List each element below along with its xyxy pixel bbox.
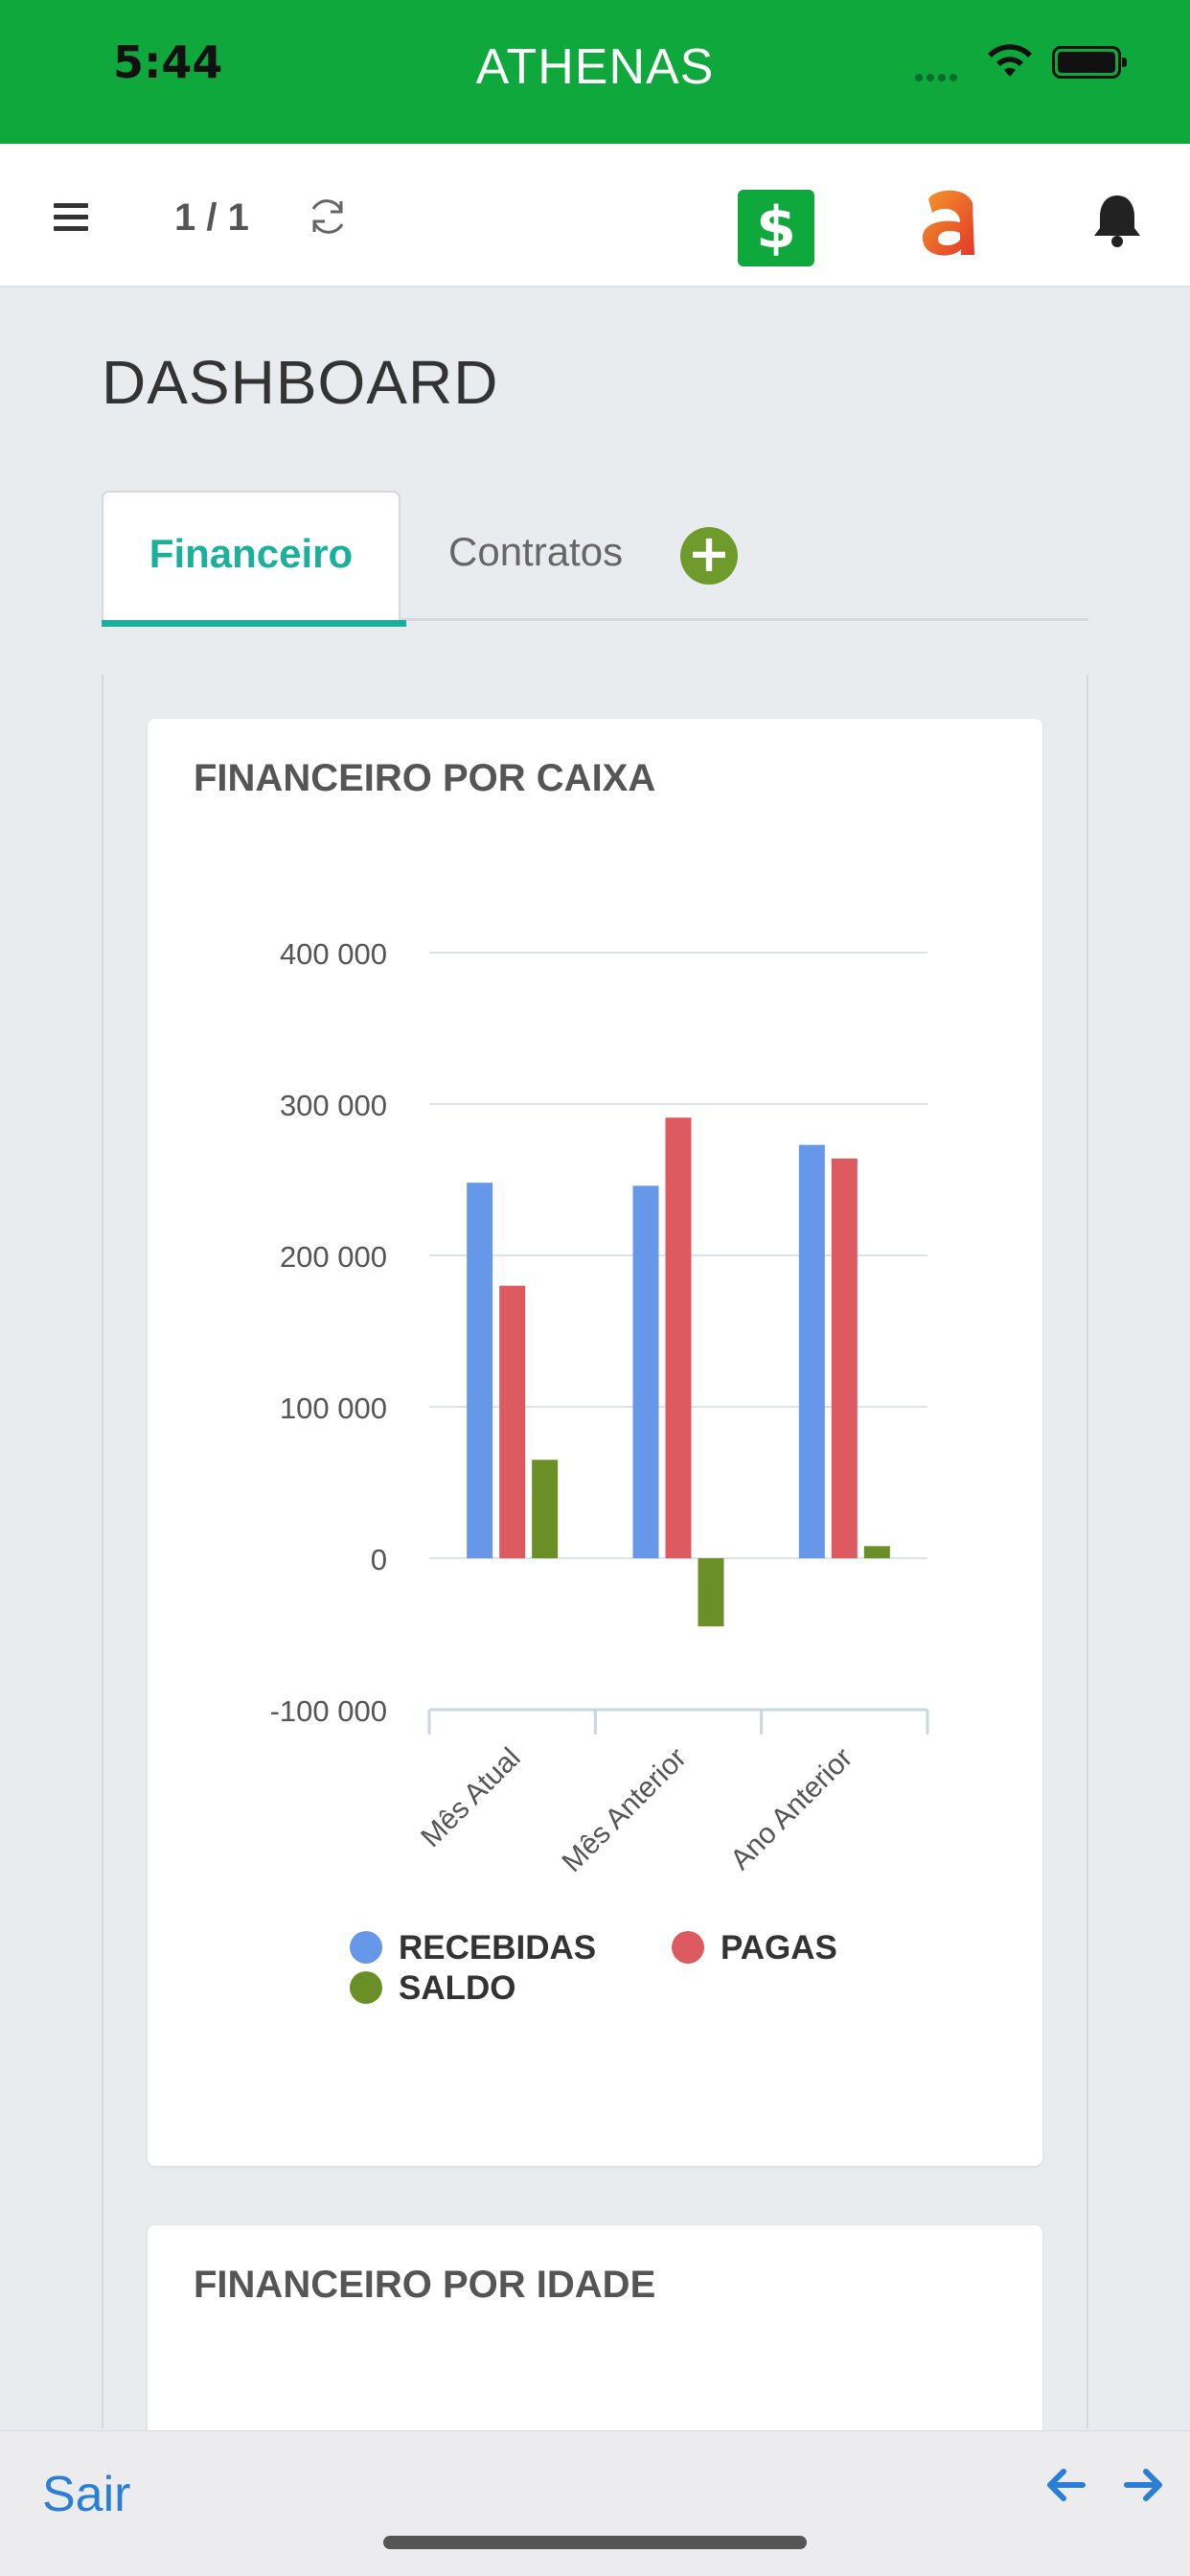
tab-contratos[interactable]: Contratos	[448, 529, 624, 574]
y-tick-label: -100 000	[270, 1694, 387, 1728]
wifi-icon	[988, 44, 1032, 77]
app-title: ATHENAS	[475, 39, 715, 95]
bar-recebidas-1	[632, 1185, 659, 1558]
legend-marker	[350, 1931, 382, 1964]
y-tick-label: 0	[371, 1543, 387, 1576]
add-tab-button[interactable]: +	[680, 527, 738, 585]
status-time: 5:44	[113, 36, 223, 88]
home-indicator	[383, 2536, 807, 2549]
legend-label: PAGAS	[721, 1929, 837, 1966]
chart-card-caixa: FINANCEIRO POR CAIXA 400 000 300 000 200 0…	[148, 719, 1042, 2166]
bell-icon[interactable]	[1090, 192, 1144, 249]
card-title: FINANCEIRO POR CAIXA	[194, 757, 656, 799]
tab-financeiro[interactable]: Financeiro	[102, 491, 406, 627]
bar-recebidas-2	[798, 1144, 825, 1558]
bar-saldo-1	[698, 1558, 724, 1627]
page-title: DASHBOARD	[102, 348, 499, 417]
bar-chart: 400 000 300 000 200 000 100 000 0 -100 000 Mês…	[270, 937, 929, 2007]
forward-arrow-icon[interactable]	[1123, 2464, 1165, 2506]
y-tick-label: 200 000	[280, 1240, 387, 1274]
x-tick-label: Mês Atual	[415, 1742, 526, 1853]
bar-pagas-1	[665, 1117, 692, 1558]
bar-recebidas-0	[467, 1183, 493, 1558]
app-logo[interactable]	[915, 180, 988, 263]
x-tick-label: Mês Anterior	[557, 1742, 693, 1878]
signal-icon	[915, 69, 961, 86]
toolbar: 1 / 1 $	[0, 144, 1190, 288]
logout-link[interactable]: Sair	[42, 2467, 131, 2522]
y-tick-label: 300 000	[280, 1089, 387, 1122]
x-tick-label: Ano Anterior	[724, 1742, 858, 1876]
status-bar: 5:44 ATHENAS	[0, 0, 1190, 144]
legend-label: SALDO	[399, 1969, 516, 2007]
menu-icon[interactable]	[54, 203, 88, 232]
battery-icon	[1052, 46, 1127, 79]
bar-pagas-2	[831, 1158, 858, 1558]
legend-marker	[672, 1931, 704, 1964]
page-counter: 1 / 1	[174, 196, 249, 239]
tab-bar: Financeiro Contratos +	[102, 491, 1088, 627]
card-title: FINANCEIRO POR IDADE	[194, 2264, 656, 2306]
bottom-bar: Sair	[0, 2430, 1190, 2576]
dollar-icon[interactable]: $	[738, 190, 814, 266]
bar-pagas-0	[499, 1285, 526, 1558]
y-tick-label: 400 000	[280, 937, 387, 971]
back-arrow-icon[interactable]	[1044, 2464, 1087, 2506]
refresh-icon[interactable]	[305, 194, 351, 240]
legend-marker	[350, 1971, 382, 2004]
tab-panel	[102, 675, 1088, 2428]
bar-saldo-2	[863, 1546, 890, 1558]
legend-label: RECEBIDAS	[399, 1929, 596, 1966]
bar-saldo-0	[532, 1460, 559, 1558]
y-tick-label: 100 000	[280, 1392, 387, 1425]
